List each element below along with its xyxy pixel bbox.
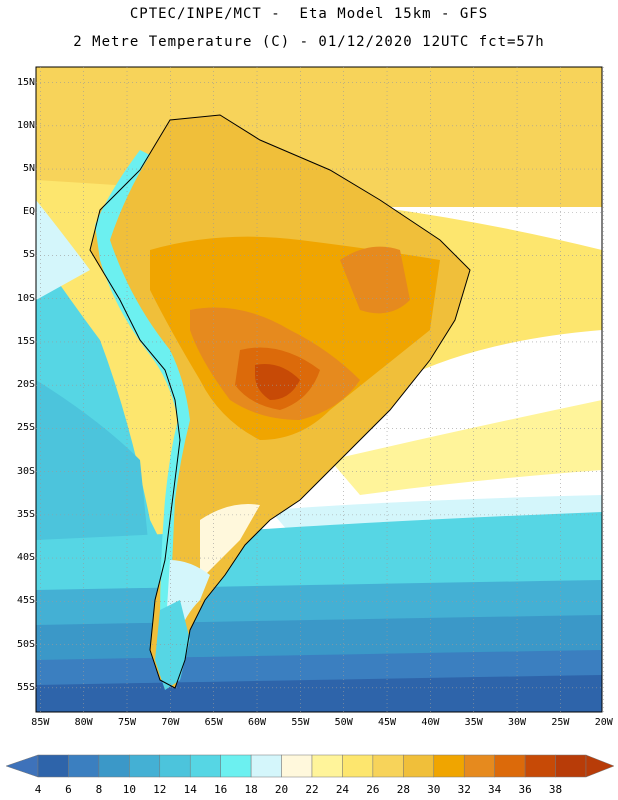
- coastline: [89, 114, 471, 689]
- lat-tick-label: EQ: [22, 206, 35, 218]
- colorbar-swatch: [433, 754, 465, 778]
- colorbar-swatch: [372, 754, 404, 778]
- lon-tick-label: 70W: [161, 717, 180, 728]
- map-field: [36, 67, 602, 712]
- colorbar-swatch: [189, 754, 221, 778]
- lon-tick-label: 35W: [464, 717, 483, 728]
- colorbar-tick-label: 30: [427, 783, 441, 796]
- colorbar-tick-label: 38: [548, 783, 563, 796]
- colorbar-swatch: [37, 754, 69, 778]
- colorbar-tick-label: 24: [335, 783, 350, 796]
- lat-tick-label: 10N: [16, 119, 35, 131]
- lon-tick-label: 25W: [551, 717, 570, 728]
- map-subtitle: 2 Metre Temperature (C) - 01/12/2020 12U…: [73, 34, 545, 50]
- colorbar-swatch: [524, 754, 556, 778]
- colorbar-tick-label: 36: [518, 783, 532, 796]
- colorbar-low-arrow: [5, 754, 39, 778]
- colorbar-swatch: [555, 754, 587, 778]
- lat-tick-label: 5N: [22, 163, 35, 175]
- colorbar-tick-label: 18: [244, 783, 258, 796]
- lat-tick-label: 10S: [16, 292, 35, 304]
- lat-tick-label: 20S: [16, 379, 35, 391]
- colorbar-tick-label: 34: [488, 783, 502, 796]
- lat-tick-label: 50S: [16, 638, 35, 650]
- lon-tick-label: 80W: [74, 717, 93, 728]
- colorbar-tick-label: 28: [396, 783, 410, 796]
- colorbar-swatch: [494, 754, 526, 778]
- colorbar-swatch: [159, 754, 191, 778]
- colorbar-tick-label: 16: [214, 783, 228, 796]
- lon-tick-label: 45W: [378, 717, 397, 728]
- colorbar-tick-label: 26: [366, 783, 380, 796]
- lon-tick-label: 40W: [421, 717, 440, 728]
- lat-tick-label: 45S: [16, 595, 35, 607]
- colorbar-tick-label: 22: [305, 783, 319, 796]
- lat-tick-label: 35S: [16, 508, 35, 520]
- lat-tick-label: 5S: [22, 249, 35, 261]
- colorbar-tick-label: 4: [34, 783, 42, 796]
- colorbar-swatch: [403, 754, 435, 778]
- colorbar-tick-label: 14: [183, 783, 197, 796]
- lon-tick-label: 75W: [117, 717, 137, 728]
- colorbar-swatch: [98, 754, 130, 778]
- lon-tick-label: 55W: [291, 717, 310, 728]
- colorbar-swatch: [342, 754, 374, 778]
- lon-tick-label: 60W: [247, 717, 267, 728]
- colorbar-tick-label: 12: [153, 783, 167, 796]
- colorbar-tick-label: 20: [274, 783, 289, 796]
- lon-tick-label: 20W: [594, 717, 613, 728]
- colorbar-swatch: [250, 754, 282, 778]
- lon-tick-label: 85W: [31, 717, 50, 728]
- colorbar-swatch: [220, 754, 252, 778]
- map-title: CPTEC/INPE/MCT - Eta Model 15km - GFS: [129, 6, 489, 22]
- lat-tick-label: 40S: [16, 552, 35, 564]
- colorbar-swatch: [68, 754, 100, 778]
- colorbar-swatch: [129, 754, 161, 778]
- lat-tick-label: 15N: [16, 76, 35, 88]
- colorbar-tick-label: 6: [65, 783, 72, 796]
- colorbar-swatch: [463, 754, 495, 778]
- lat-tick-label: 30S: [16, 465, 35, 477]
- lon-tick-label: 50W: [334, 717, 353, 728]
- lon-tick-label: 65W: [204, 717, 223, 728]
- colorbar-swatch: [311, 754, 343, 778]
- colorbar-swatch: [281, 754, 313, 778]
- lat-tick-label: 55S: [16, 681, 35, 693]
- lon-tick-label: 30W: [508, 717, 527, 728]
- colorbar-high-arrow: [585, 754, 615, 778]
- lat-tick-label: 25S: [16, 422, 35, 434]
- lat-tick-label: 15S: [16, 335, 35, 347]
- colorbar: [5, 754, 615, 778]
- colorbar-tick-label: 32: [457, 783, 471, 796]
- colorbar-tick-label: 8: [95, 783, 103, 796]
- colorbar-tick-label: 10: [122, 783, 136, 796]
